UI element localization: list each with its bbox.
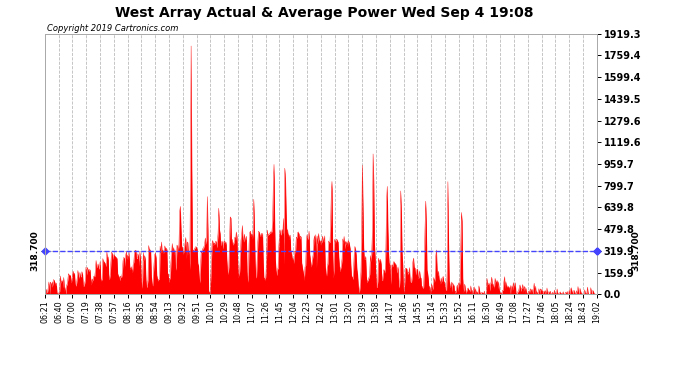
Text: West Array Actual & Average Power Wed Sep 4 19:08: West Array Actual & Average Power Wed Se…: [115, 6, 533, 20]
Text: Copyright 2019 Cartronics.com: Copyright 2019 Cartronics.com: [47, 24, 178, 33]
Text: 318.700: 318.700: [631, 231, 640, 272]
